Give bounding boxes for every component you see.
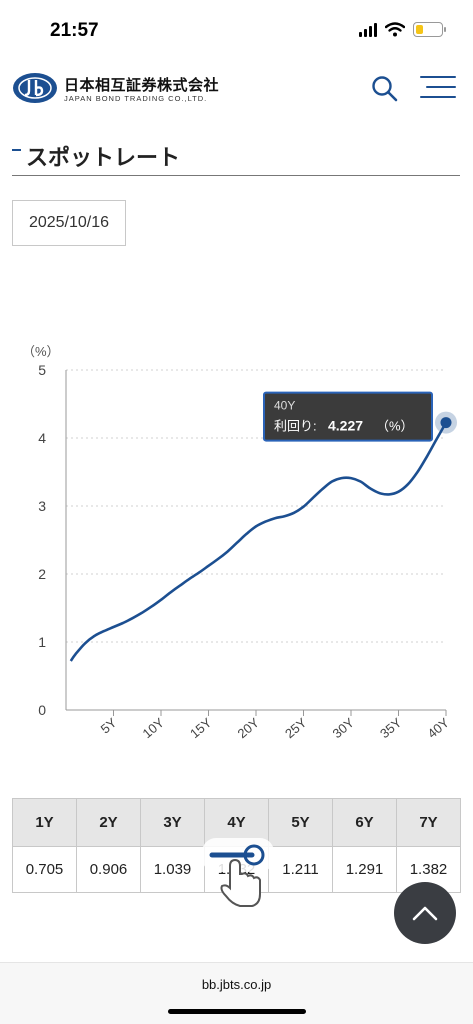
y-tick-label: 5 — [38, 362, 46, 378]
table-cell: 0.906 — [76, 846, 141, 893]
cellular-signal-icon — [359, 22, 377, 37]
table-cell: 1.291 — [332, 846, 397, 893]
search-icon[interactable] — [370, 74, 400, 104]
table-cell: 1.039 — [140, 846, 205, 893]
table-cell: 1.382 — [396, 846, 461, 893]
browser-bottom-bar: bb.jbts.co.jp — [0, 962, 473, 1024]
back-to-top-button[interactable] — [394, 882, 456, 944]
page-title: スポットレート — [26, 145, 181, 170]
table-header-cell: 5Y — [268, 798, 333, 847]
y-axis-label: （%） — [22, 344, 60, 359]
date-selector[interactable]: 2025/10/16 — [12, 200, 126, 246]
tooltip-unit: （%） — [376, 419, 414, 434]
jbts-logo-icon[interactable] — [12, 72, 58, 104]
spot-rate-line — [69, 421, 448, 662]
x-tick-label: 20Y — [235, 715, 263, 742]
table-cell: 0.705 — [12, 846, 77, 893]
y-tick-label: 0 — [38, 702, 46, 718]
chart-tooltip: 40Y 利回り: 4.227 （%） — [263, 391, 433, 442]
section-header: スポットレート — [12, 140, 460, 176]
x-tick-label: 5Y — [98, 715, 120, 737]
swipe-hint-icon — [202, 838, 274, 907]
x-tick-label: 30Y — [330, 715, 358, 742]
url-bar[interactable]: bb.jbts.co.jp — [201, 977, 272, 992]
hamburger-menu-icon[interactable] — [420, 76, 456, 102]
tooltip-value: 4.227 — [328, 418, 363, 434]
table-cell: 1.211 — [268, 846, 333, 893]
home-indicator — [168, 1009, 306, 1014]
brand-name-jp: 日本相互証券株式会社 — [64, 77, 220, 94]
x-axis-ticks: 5Y 10Y 15Y 20Y 25Y 30Y 35Y 40Y — [98, 710, 453, 742]
brand-name-en: JAPAN BOND TRADING CO.,LTD. — [64, 94, 208, 103]
x-tick-label: 25Y — [282, 715, 310, 742]
table-header-row: 1Y 2Y 3Y 4Y 5Y 6Y 7Y — [12, 798, 461, 847]
tooltip-box — [263, 391, 433, 442]
site-header: 日本相互証券株式会社 JAPAN BOND TRADING CO.,LTD. — [0, 62, 473, 120]
battery-icon — [413, 22, 446, 37]
tooltip-label: 利回り: — [274, 419, 317, 434]
y-tick-label: 4 — [38, 430, 46, 446]
status-bar: 21:57 — [0, 0, 473, 60]
table-header-cell: 3Y — [140, 798, 205, 847]
x-tick-label: 10Y — [140, 715, 168, 742]
table-header-cell: 2Y — [76, 798, 141, 847]
hover-point[interactable] — [440, 417, 452, 429]
chevron-up-icon — [412, 906, 438, 921]
status-time: 21:57 — [50, 20, 99, 41]
tooltip-title: 40Y — [274, 399, 295, 413]
status-icons — [359, 22, 446, 37]
table-header-cell: 7Y — [396, 798, 461, 847]
y-tick-label: 2 — [38, 566, 46, 582]
table-header-cell: 6Y — [332, 798, 397, 847]
title-accent — [12, 149, 21, 151]
spot-rate-chart[interactable]: （%） 0 1 2 3 4 5 5Y 10Y 15Y 20Y 25Y 30Y 35Y 40Y 40Y 利… — [0, 330, 473, 770]
x-tick-label: 15Y — [187, 715, 215, 742]
y-axis-ticks: 0 1 2 3 4 5 — [38, 362, 46, 718]
x-tick-label: 35Y — [377, 715, 405, 742]
x-tick-label: 40Y — [425, 715, 453, 742]
table-header-cell: 1Y — [12, 798, 77, 847]
y-tick-label: 1 — [38, 634, 46, 650]
y-tick-label: 3 — [38, 498, 46, 514]
wifi-icon — [385, 22, 405, 37]
